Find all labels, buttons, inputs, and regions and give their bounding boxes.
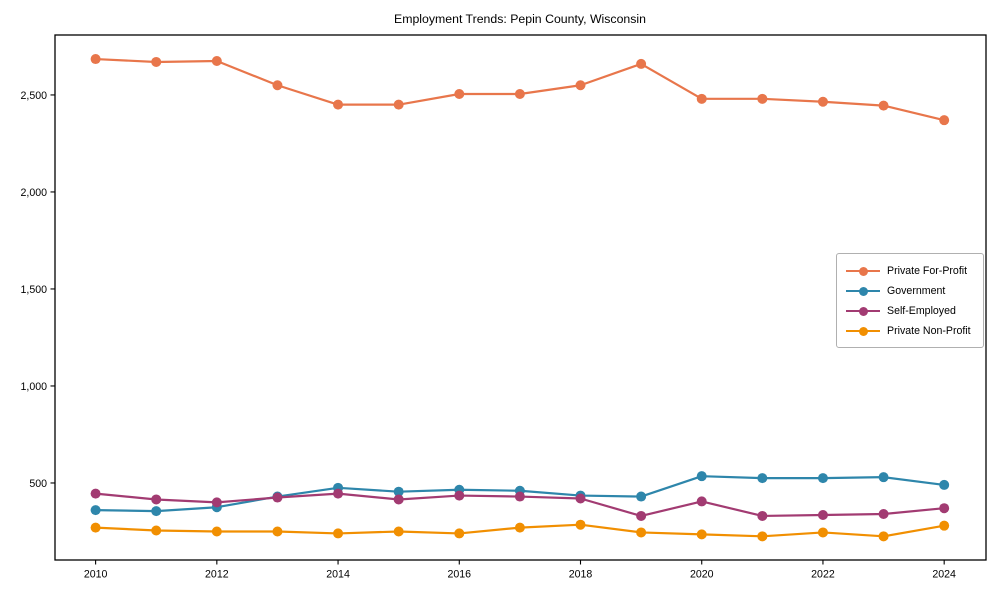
legend-label: Private For-Profit [887,265,968,277]
data-point-marker [878,472,889,483]
y-tick-label: 500 [29,478,47,490]
data-point-marker [817,509,828,520]
data-point-marker [272,492,283,503]
data-point-marker [636,510,647,521]
legend-item: Government [846,281,975,301]
data-point-marker [514,522,525,533]
data-point-marker [575,493,586,504]
plot-border [54,34,987,561]
data-point-marker [90,522,101,533]
data-point-marker [939,479,950,490]
x-tick-label: 2024 [932,569,956,581]
data-point-marker [454,528,465,539]
data-point-marker [151,525,162,536]
data-point-marker [393,526,404,537]
data-point-marker [211,55,222,66]
data-point-marker [393,99,404,110]
legend-label: Self-Employed [887,305,956,317]
data-point-marker [575,80,586,91]
data-point-marker [757,531,768,542]
x-tick-label: 2016 [447,569,471,581]
data-point-marker [636,58,647,69]
data-point-marker [272,526,283,537]
data-point-marker [211,497,222,508]
plot-area: 500 1,000 1,500 2,000 2,500 2010 2012 2014 2016 2… [20,34,987,581]
data-point-marker [333,99,344,110]
data-point-marker [151,494,162,505]
data-point-marker [514,88,525,99]
data-point-marker [333,528,344,539]
data-point-marker [757,473,768,484]
legend-line-marker-icon [846,326,880,337]
data-point-marker [817,527,828,538]
chart-title: Employment Trends: Pepin County, Wiscons… [394,12,646,26]
data-point-marker [939,115,950,126]
x-tick-label: 2022 [811,569,835,581]
x-tick-label: 2010 [84,569,108,581]
data-point-marker [151,506,162,517]
data-point-marker [817,473,828,484]
data-point-marker [333,488,344,499]
x-tick-label: 2020 [690,569,714,581]
data-point-marker [636,527,647,538]
legend-label: Private Non-Profit [887,325,971,337]
data-point-marker [817,96,828,107]
data-point-marker [90,505,101,516]
legend-line-marker-icon [846,266,880,277]
y-tick-label: 1,000 [20,381,47,393]
legend-line-marker-icon [846,306,880,317]
data-point-marker [151,56,162,67]
data-point-marker [696,529,707,540]
data-point-marker [878,509,889,520]
data-point-marker [211,526,222,537]
data-point-marker [757,93,768,104]
x-tick-label: 2018 [569,569,593,581]
legend-line-marker-icon [846,286,880,297]
data-point-marker [393,486,404,497]
legend-label: Government [887,285,946,297]
data-point-marker [454,490,465,501]
data-point-marker [514,491,525,502]
data-point-marker [696,471,707,482]
data-point-marker [575,519,586,530]
y-tick-label: 2,500 [20,90,47,102]
y-tick-label: 1,500 [20,284,47,296]
x-tick-label: 2014 [326,569,350,581]
data-point-marker [696,496,707,507]
data-point-marker [90,488,101,499]
legend-item: Private Non-Profit [846,321,975,341]
data-point-marker [939,520,950,531]
data-point-marker [272,80,283,91]
data-point-marker [696,93,707,104]
data-point-marker [939,503,950,514]
data-point-marker [90,54,101,65]
y-tick-label: 2,000 [20,187,47,199]
legend-item: Self-Employed [846,301,975,321]
x-tick-label: 2012 [205,569,229,581]
legend: Private For-Profit Government Self-Employe… [836,253,984,348]
legend-item: Private For-Profit [846,261,975,281]
data-point-marker [454,88,465,99]
data-point-marker [393,494,404,505]
data-point-marker [878,531,889,542]
data-point-marker [757,510,768,521]
data-point-marker [636,491,647,502]
data-point-marker [878,100,889,111]
